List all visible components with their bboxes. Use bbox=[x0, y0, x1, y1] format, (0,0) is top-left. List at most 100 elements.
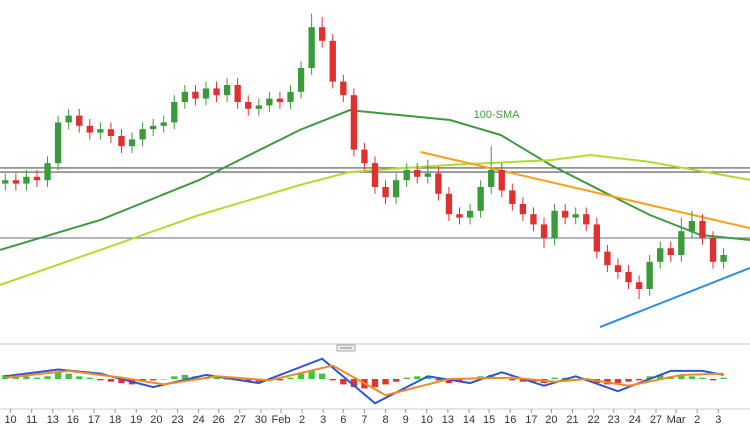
candle-body bbox=[519, 204, 527, 215]
x-tick-label: 15 bbox=[483, 414, 495, 426]
candle-body bbox=[604, 251, 611, 266]
candle-body bbox=[223, 85, 231, 96]
candle-body bbox=[319, 27, 326, 41]
candle-body bbox=[593, 224, 600, 252]
macd-bar bbox=[118, 379, 125, 384]
macd-bar bbox=[160, 379, 167, 380]
candle-body bbox=[33, 176, 41, 181]
x-tick-label: 17 bbox=[525, 414, 537, 426]
x-tick-label: 16 bbox=[504, 414, 516, 426]
candle-body bbox=[477, 187, 484, 211]
candle-body bbox=[266, 98, 273, 106]
x-tick-label: Feb bbox=[272, 414, 291, 426]
x-tick-label: 27 bbox=[650, 414, 662, 426]
x-tick-label: 18 bbox=[109, 414, 121, 426]
macd-bar bbox=[519, 379, 527, 382]
x-tick-label: 20 bbox=[150, 414, 162, 426]
candle-body bbox=[44, 163, 51, 181]
macd-bar bbox=[424, 376, 431, 379]
candle-body bbox=[2, 180, 9, 184]
macd-bar bbox=[720, 377, 727, 379]
resize-handle[interactable] bbox=[336, 344, 356, 352]
macd-bar bbox=[614, 379, 622, 384]
x-tick-label: 7 bbox=[361, 414, 367, 426]
sma-line bbox=[0, 109, 750, 251]
macd-bar bbox=[340, 379, 347, 385]
x-tick-label: 24 bbox=[629, 414, 641, 426]
x-tick-label: 26 bbox=[213, 414, 225, 426]
candle-body bbox=[192, 91, 199, 99]
candle-body bbox=[371, 163, 379, 187]
x-tick-label: 24 bbox=[192, 414, 204, 426]
macd-bar bbox=[297, 373, 305, 379]
candle-body bbox=[340, 81, 347, 96]
candle-body bbox=[667, 248, 674, 255]
candle-body bbox=[287, 91, 294, 102]
candle-body bbox=[392, 180, 400, 198]
x-tick-label: 10 bbox=[4, 414, 16, 426]
candle-body bbox=[699, 221, 706, 238]
macd-bar bbox=[245, 379, 252, 382]
macd-bar bbox=[635, 379, 643, 381]
x-tick-label: 21 bbox=[566, 414, 578, 426]
candle-body bbox=[635, 282, 643, 289]
trend-line bbox=[599, 266, 750, 329]
macd-bar bbox=[329, 379, 336, 381]
candle-body bbox=[329, 40, 336, 82]
macd-bar bbox=[414, 376, 421, 379]
macd-bar bbox=[688, 376, 696, 379]
candle-body bbox=[86, 125, 93, 133]
macd-bar bbox=[97, 379, 104, 381]
candle-body bbox=[530, 214, 537, 225]
x-tick-label: 14 bbox=[463, 414, 475, 426]
macd-bar bbox=[276, 379, 284, 381]
macd-bar bbox=[509, 379, 516, 381]
candle-body bbox=[382, 187, 389, 198]
candle-body bbox=[202, 88, 210, 99]
candle-body bbox=[107, 129, 115, 136]
candle-body bbox=[350, 95, 358, 150]
candle-body bbox=[466, 210, 474, 218]
x-tick-label: 8 bbox=[383, 414, 389, 426]
macd-bar bbox=[308, 370, 315, 379]
candle-body bbox=[403, 170, 410, 181]
x-tick-label: 10 bbox=[421, 414, 433, 426]
candle-body bbox=[118, 136, 125, 147]
candle-body bbox=[297, 68, 305, 92]
macd-bar bbox=[435, 379, 442, 381]
x-tick-label: 3 bbox=[715, 414, 721, 426]
macd-bar bbox=[382, 379, 389, 385]
candle-body bbox=[720, 255, 727, 262]
x-tick-label: Mar bbox=[667, 414, 686, 426]
candle-body bbox=[97, 129, 104, 133]
x-tick-label: 17 bbox=[88, 414, 100, 426]
macd-bar bbox=[76, 376, 83, 379]
macd-bar bbox=[65, 373, 72, 379]
candle-body bbox=[709, 238, 717, 262]
candle-body bbox=[308, 27, 315, 68]
macd-bar bbox=[23, 376, 30, 379]
macd-bar bbox=[44, 376, 51, 379]
candle-body bbox=[424, 173, 431, 177]
candle-body bbox=[234, 85, 241, 102]
candle-body bbox=[128, 139, 136, 147]
x-tick-label: 23 bbox=[171, 414, 183, 426]
macd-bar bbox=[709, 379, 717, 381]
x-tick-label: 6 bbox=[340, 414, 346, 426]
candle-body bbox=[646, 261, 653, 289]
x-tick-label: 16 bbox=[67, 414, 79, 426]
macd-bar bbox=[646, 376, 653, 379]
x-tick-label: 13 bbox=[47, 414, 59, 426]
macd-bar bbox=[445, 379, 453, 384]
macd-bar bbox=[403, 377, 410, 379]
x-tick-label: 11 bbox=[26, 414, 37, 426]
candle-body bbox=[245, 102, 252, 109]
candle-body bbox=[688, 221, 696, 232]
candle-body bbox=[614, 265, 622, 272]
x-tick-label: 3 bbox=[320, 414, 326, 426]
x-tick-label: 9 bbox=[403, 414, 409, 426]
macd-bar bbox=[287, 377, 294, 379]
candle-body bbox=[456, 214, 463, 218]
